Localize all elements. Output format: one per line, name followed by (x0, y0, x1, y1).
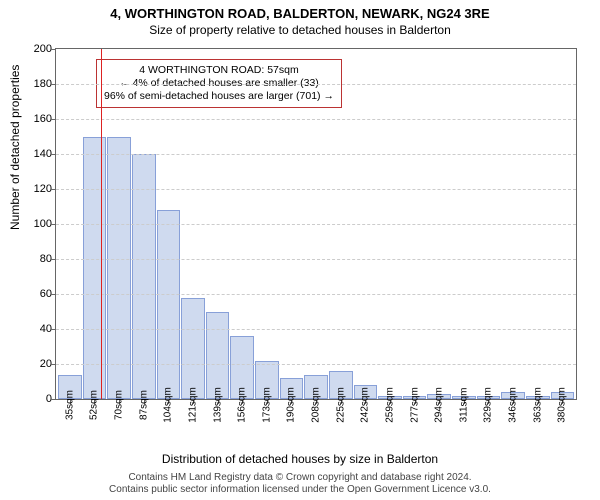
x-tick-label: 52sqm (89, 390, 100, 420)
chart-title-main: 4, WORTHINGTON ROAD, BALDERTON, NEWARK, … (0, 0, 600, 21)
x-tick: 70sqm (107, 399, 131, 459)
footer-line-1: Contains HM Land Registry data © Crown c… (0, 472, 600, 484)
x-tick: 329sqm (477, 399, 501, 459)
x-tick-label: 363sqm (532, 387, 543, 423)
chart-title-sub: Size of property relative to detached ho… (0, 21, 600, 37)
x-tick: 242sqm (354, 399, 378, 459)
x-tick-label: 225sqm (335, 387, 346, 423)
y-tick-mark (51, 119, 56, 120)
grid-line (56, 364, 576, 365)
histogram-bar (132, 154, 156, 399)
x-tick: 139sqm (206, 399, 230, 459)
x-ticks-group: 35sqm52sqm70sqm87sqm104sqm121sqm139sqm15… (56, 399, 576, 459)
y-tick-mark (51, 259, 56, 260)
x-tick-label: 70sqm (114, 390, 125, 420)
histogram-bar (83, 137, 107, 400)
grid-line (56, 154, 576, 155)
histogram-bar (181, 298, 205, 400)
x-tick-label: 329sqm (483, 387, 494, 423)
x-tick-label: 242sqm (360, 387, 371, 423)
grid-line (56, 294, 576, 295)
histogram-bar (157, 210, 181, 399)
footer-attribution: Contains HM Land Registry data © Crown c… (0, 472, 600, 496)
x-tick-label: 294sqm (434, 387, 445, 423)
x-tick-label: 380sqm (557, 387, 568, 423)
footer-line-2: Contains public sector information licen… (0, 484, 600, 496)
grid-line (56, 329, 576, 330)
annotation-line-3: 96% of semi-detached houses are larger (… (104, 90, 334, 103)
grid-line (56, 119, 576, 120)
y-tick-mark (51, 329, 56, 330)
y-tick-mark (51, 364, 56, 365)
plot-area: 35sqm52sqm70sqm87sqm104sqm121sqm139sqm15… (55, 48, 577, 400)
x-tick-label: 121sqm (187, 387, 198, 423)
y-tick-mark (51, 84, 56, 85)
x-tick-label: 156sqm (237, 387, 248, 423)
y-axis-label: Number of detached properties (8, 65, 22, 230)
x-tick: 259sqm (378, 399, 402, 459)
x-tick: 104sqm (157, 399, 181, 459)
y-tick-mark (51, 49, 56, 50)
x-tick-label: 173sqm (261, 387, 272, 423)
x-tick: 35sqm (58, 399, 82, 459)
y-tick-mark (51, 294, 56, 295)
x-tick: 156sqm (230, 399, 254, 459)
x-tick-label: 208sqm (311, 387, 322, 423)
histogram-bar (107, 137, 131, 400)
x-tick: 294sqm (427, 399, 451, 459)
x-tick: 87sqm (132, 399, 156, 459)
x-tick: 380sqm (551, 399, 575, 459)
x-tick: 277sqm (403, 399, 427, 459)
x-tick: 346sqm (501, 399, 525, 459)
x-tick: 311sqm (452, 399, 476, 459)
x-tick: 173sqm (255, 399, 279, 459)
y-tick-mark (51, 154, 56, 155)
x-tick-label: 190sqm (286, 387, 297, 423)
x-tick-label: 346sqm (508, 387, 519, 423)
x-tick-label: 139sqm (212, 387, 223, 423)
x-tick: 208sqm (304, 399, 328, 459)
x-tick: 121sqm (181, 399, 205, 459)
grid-line (56, 259, 576, 260)
y-tick-mark (51, 224, 56, 225)
chart-container: 4, WORTHINGTON ROAD, BALDERTON, NEWARK, … (0, 0, 600, 500)
x-tick-label: 104sqm (163, 387, 174, 423)
x-tick-label: 87sqm (138, 390, 149, 420)
histogram-bar (206, 312, 230, 400)
x-tick: 52sqm (83, 399, 107, 459)
x-tick: 225sqm (329, 399, 353, 459)
x-tick-label: 35sqm (64, 390, 75, 420)
x-tick-label: 311sqm (458, 388, 469, 423)
grid-line (56, 189, 576, 190)
x-tick-label: 259sqm (384, 387, 395, 423)
x-tick-label: 277sqm (409, 387, 420, 423)
x-axis-label: Distribution of detached houses by size … (0, 452, 600, 466)
grid-line (56, 224, 576, 225)
y-tick-mark (51, 399, 56, 400)
x-tick: 363sqm (526, 399, 550, 459)
annotation-line-1: 4 WORTHINGTON ROAD: 57sqm (104, 64, 334, 77)
marker-line (101, 49, 102, 399)
x-tick: 190sqm (280, 399, 304, 459)
grid-line (56, 84, 576, 85)
y-tick-mark (51, 189, 56, 190)
